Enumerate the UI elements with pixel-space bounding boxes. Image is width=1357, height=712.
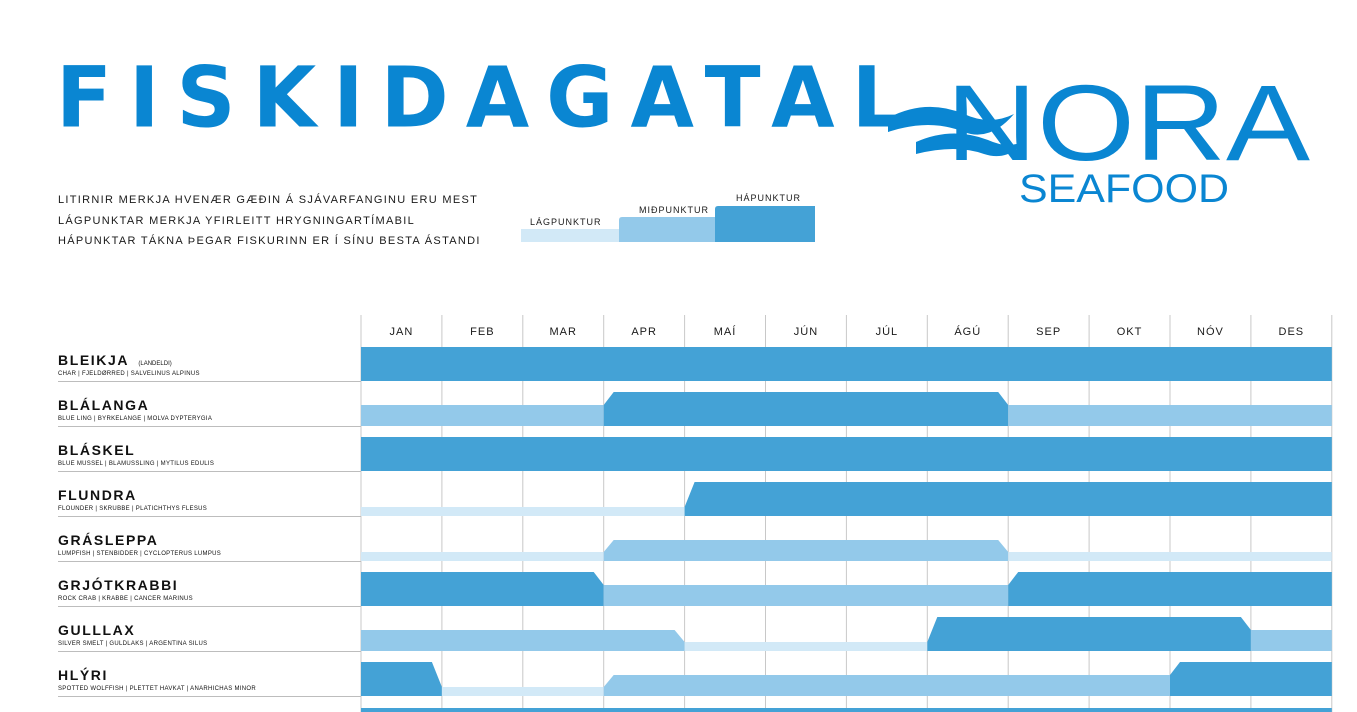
month-label: APR — [631, 326, 657, 338]
species-subtitle: LUMPFISH | STENBIDDER | CYCLOPTERUS LUMP… — [58, 551, 221, 557]
species-subtitle: FLOUNDER | SKRUBBE | PLATICHTHYS FLESUS — [58, 506, 207, 512]
month-label: DES — [1279, 326, 1305, 338]
species-name: BLÁLANGA — [58, 397, 149, 413]
legend-low-label: LÁGPUNKTUR — [530, 217, 602, 227]
month-label: FEB — [470, 326, 494, 338]
month-label: MAÍ — [714, 325, 737, 338]
month-label: NÓV — [1197, 325, 1224, 338]
season-band — [361, 572, 604, 606]
season-band — [1250, 630, 1332, 651]
season-band — [361, 347, 1332, 381]
species-name: BLEIKJA — [58, 352, 129, 368]
season-band — [361, 437, 1332, 471]
logo-sub-text: SEAFOOD — [1019, 167, 1229, 211]
month-label: JÚL — [876, 325, 899, 338]
legend-description: LITIRNIR MERKJA HVENÆR GÆÐIN Á SJÁVARFAN… — [58, 190, 481, 252]
month-label: ÁGÚ — [954, 325, 981, 338]
nora-seafood-logo: NORA SEAFOOD — [888, 62, 1310, 211]
logo-main-text: NORA — [946, 62, 1310, 183]
legend-high-swatch — [715, 206, 815, 242]
species-subtitle: BLUE MUSSEL | BLAMUSSLING | MYTILUS EDUL… — [58, 461, 214, 467]
species-subtitle: CHAR | FJELDØRRED | SALVELINUS ALPINUS — [58, 371, 200, 377]
season-band — [441, 687, 604, 696]
season-band — [361, 552, 604, 561]
season-band — [1170, 662, 1332, 696]
season-band — [361, 507, 685, 516]
season-band — [603, 392, 1009, 426]
season-band-next-row — [361, 708, 1332, 712]
season-band — [361, 405, 604, 426]
legend-high-label: HÁPUNKTUR — [736, 193, 801, 203]
season-band — [361, 662, 442, 696]
species-note: (LANDELDI) — [138, 361, 171, 367]
month-label: JAN — [390, 326, 414, 338]
page-title: FISKIDAGATAL — [56, 50, 921, 147]
month-label: JÚN — [794, 325, 818, 338]
season-band — [603, 585, 1009, 606]
legend-line: LITIRNIR MERKJA HVENÆR GÆÐIN Á SJÁVARFAN… — [58, 194, 479, 206]
species-name: BLÁSKEL — [58, 442, 135, 458]
month-label: OKT — [1117, 326, 1143, 338]
season-band — [684, 482, 1332, 516]
season-band — [1008, 405, 1332, 426]
season-band — [1008, 572, 1332, 606]
month-label: MAR — [550, 326, 577, 338]
season-band — [927, 617, 1251, 651]
legend-line: LÁGPUNKTAR MERKJA YFIRLEITT HRYGNINGARTÍ… — [58, 214, 415, 227]
species-name: GRÁSLEPPA — [58, 532, 159, 548]
season-band — [684, 642, 928, 651]
species-subtitle: SPOTTED WOLFFISH | PLETTET HAVKAT | ANAR… — [58, 686, 256, 692]
fish-calendar-chart: JAN FEB MAR APR MAÍ JÚN JÚL ÁGÚ SEP OKT NÓV DES BLEI… — [58, 315, 1333, 712]
species-name: HLÝRI — [58, 666, 108, 683]
season-band — [1008, 552, 1332, 561]
species-subtitle: BLUE LING | BYRKELANGE | MOLVA DYPTERYGI… — [58, 416, 212, 422]
season-band — [361, 630, 685, 651]
season-band — [603, 675, 1170, 696]
wave-icon — [888, 106, 1026, 157]
legend-low-swatch — [521, 229, 621, 242]
species-name: FLUNDRA — [58, 487, 137, 503]
species-subtitle: SILVER SMELT | GULDLAKS | ARGENTINA SILU… — [58, 641, 207, 647]
species-name: GRJÓTKRABBI — [58, 576, 178, 593]
season-band — [603, 540, 1009, 561]
species-name: GULLLAX — [58, 622, 135, 638]
legend-levels: LÁGPUNKTUR MIÐPUNKTUR HÁPUNKTUR — [521, 193, 815, 242]
month-label: SEP — [1036, 326, 1061, 338]
legend-mid-swatch — [619, 217, 717, 242]
legend-mid-label: MIÐPUNKTUR — [639, 205, 709, 215]
legend-line: HÁPUNKTAR TÁKNA ÞEGAR FISKURINN ER Í SÍN… — [58, 235, 481, 247]
species-subtitle: ROCK CRAB | KRABBE | CANCER MARINUS — [58, 596, 193, 602]
